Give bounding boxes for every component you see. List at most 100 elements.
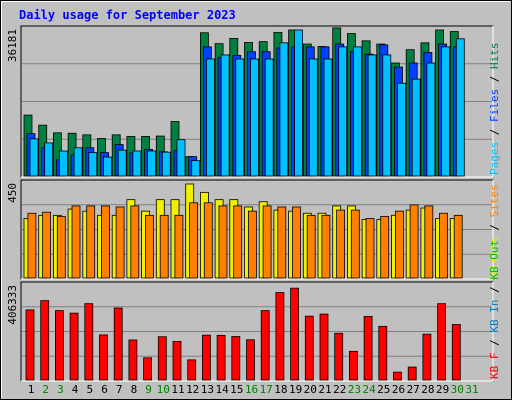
x-tick-label: 23 <box>348 383 361 396</box>
bar-sites-day-22 <box>336 209 346 279</box>
x-tick-label: 20 <box>304 383 317 396</box>
legend-entry: KB F <box>488 353 501 380</box>
bar-pages-day-27 <box>411 78 421 177</box>
bar-pages-day-1 <box>29 138 39 177</box>
bar-kb-f-day-5 <box>84 303 94 381</box>
bar-sites-day-29 <box>439 212 448 279</box>
chart-panels: 36181 Pages / Files / Hits 450 Visits / Sit… <box>6 25 501 382</box>
bar-sites-day-5 <box>86 205 96 279</box>
legend-entry: KB Out <box>488 240 501 280</box>
bar-sites-day-17 <box>262 205 272 279</box>
bar-pages-day-6 <box>103 156 112 177</box>
bar-pages-day-19 <box>294 29 304 177</box>
x-tick-label: 26 <box>392 383 405 396</box>
bar-kb-f-day-19 <box>290 287 300 381</box>
bar-pages-day-8 <box>132 150 142 177</box>
bar-kb-f-day-25 <box>378 325 388 381</box>
bar-sites-day-6 <box>101 205 110 279</box>
bar-kb-f-day-15 <box>231 336 241 381</box>
bar-sites-day-14 <box>218 205 228 279</box>
bar-kb-f-day-8 <box>128 339 138 381</box>
x-tick-label: 7 <box>116 383 123 396</box>
x-tick-label: 12 <box>186 383 199 396</box>
legend-entry: Files <box>488 89 501 122</box>
legend-entry: Sites <box>488 184 501 217</box>
bar-sites-day-9 <box>145 214 154 279</box>
x-tick-label: 28 <box>421 383 434 396</box>
bar-pages-day-17 <box>264 58 274 177</box>
bar-sites-day-1 <box>27 212 37 279</box>
legend-entry: Visits <box>488 237 501 277</box>
bar-sites-day-26 <box>394 210 404 279</box>
bar-sites-day-16 <box>247 210 257 279</box>
x-tick-label: 31 <box>465 383 478 396</box>
panel-kbytes: 406333 KB F / KB In / KB Out <box>6 240 501 382</box>
bar-pages-day-29 <box>441 46 451 177</box>
bar-pages-day-2 <box>44 142 54 177</box>
bar-pages-day-10 <box>161 151 171 177</box>
bar-sites-day-24 <box>365 218 375 279</box>
panel-legend: KB F / KB In / KB Out <box>488 240 501 379</box>
bar-kb-f-day-21 <box>319 313 329 381</box>
bar-pages-day-5 <box>88 152 98 177</box>
bar-pages-day-23 <box>352 46 362 177</box>
bar-pages-day-28 <box>426 62 436 177</box>
bar-sites-day-20 <box>306 214 316 279</box>
bar-sites-day-3 <box>56 215 66 279</box>
bar-pages-day-30 <box>455 38 465 177</box>
bar-pages-day-14 <box>220 54 230 177</box>
bar-kb-f-day-2 <box>40 300 50 381</box>
bar-pages-day-26 <box>397 82 406 177</box>
bar-sites-day-11 <box>174 214 184 279</box>
bar-kb-f-day-1 <box>25 309 35 381</box>
bar-pages-day-3 <box>59 150 68 177</box>
legend-entry: Hits <box>488 43 501 70</box>
bar-sites-day-25 <box>380 215 390 279</box>
x-tick-label: 14 <box>215 383 229 396</box>
bar-pages-day-18 <box>279 42 289 177</box>
y-max-label: 406333 <box>6 285 19 325</box>
bar-pages-day-11 <box>176 139 186 177</box>
bar-kb-f-day-10 <box>157 336 167 381</box>
bar-kb-f-day-26 <box>393 371 402 381</box>
x-tick-label: 25 <box>377 383 390 396</box>
bar-kb-f-day-3 <box>55 310 64 381</box>
bar-kb-f-day-16 <box>246 339 255 381</box>
panel-hits: 36181 Pages / Files / Hits <box>6 25 501 178</box>
bar-sites-day-30 <box>453 214 463 279</box>
bar-sites-day-13 <box>203 202 213 279</box>
bar-sites-day-10 <box>159 214 169 279</box>
bar-sites-day-23 <box>350 209 360 279</box>
x-tick-label: 29 <box>436 383 449 396</box>
bar-pages-day-22 <box>338 46 348 177</box>
y-max-label: 450 <box>6 183 19 203</box>
bar-pages-day-12 <box>191 160 201 177</box>
x-tick-label: 13 <box>201 383 214 396</box>
x-tick-label: 17 <box>260 383 273 396</box>
x-tick-label: 16 <box>245 383 258 396</box>
bar-kb-f-day-17 <box>260 310 270 381</box>
bar-kb-f-day-30 <box>451 324 461 381</box>
x-tick-label: 27 <box>407 383 420 396</box>
legend-entry: / <box>488 280 501 300</box>
bar-sites-day-12 <box>189 202 199 279</box>
bar-pages-day-16 <box>250 58 259 177</box>
bar-pages-day-25 <box>382 54 392 177</box>
legend-entry: / <box>488 69 501 89</box>
panel-legend: Visits / Sites <box>488 184 501 277</box>
x-tick-label: 5 <box>86 383 93 396</box>
x-tick-label: 22 <box>333 383 346 396</box>
bar-kb-f-day-28 <box>422 333 432 381</box>
panel-visits: 450 Visits / Sites <box>6 179 501 280</box>
x-tick-label: 4 <box>72 383 79 396</box>
bar-kb-f-day-27 <box>407 366 417 381</box>
x-tick-label: 21 <box>318 383 331 396</box>
x-tick-label: 18 <box>274 383 287 396</box>
x-tick-label: 8 <box>131 383 138 396</box>
x-tick-label: 2 <box>42 383 49 396</box>
legend-entry: KB In <box>488 300 501 333</box>
bar-sites-day-7 <box>115 206 125 279</box>
x-axis-tick-labels: 1 2 3 4 5 6 7 8 9 10 11 12 13 14 15 16 17 18 19 20 21 22 23 24 2… <box>28 383 479 396</box>
